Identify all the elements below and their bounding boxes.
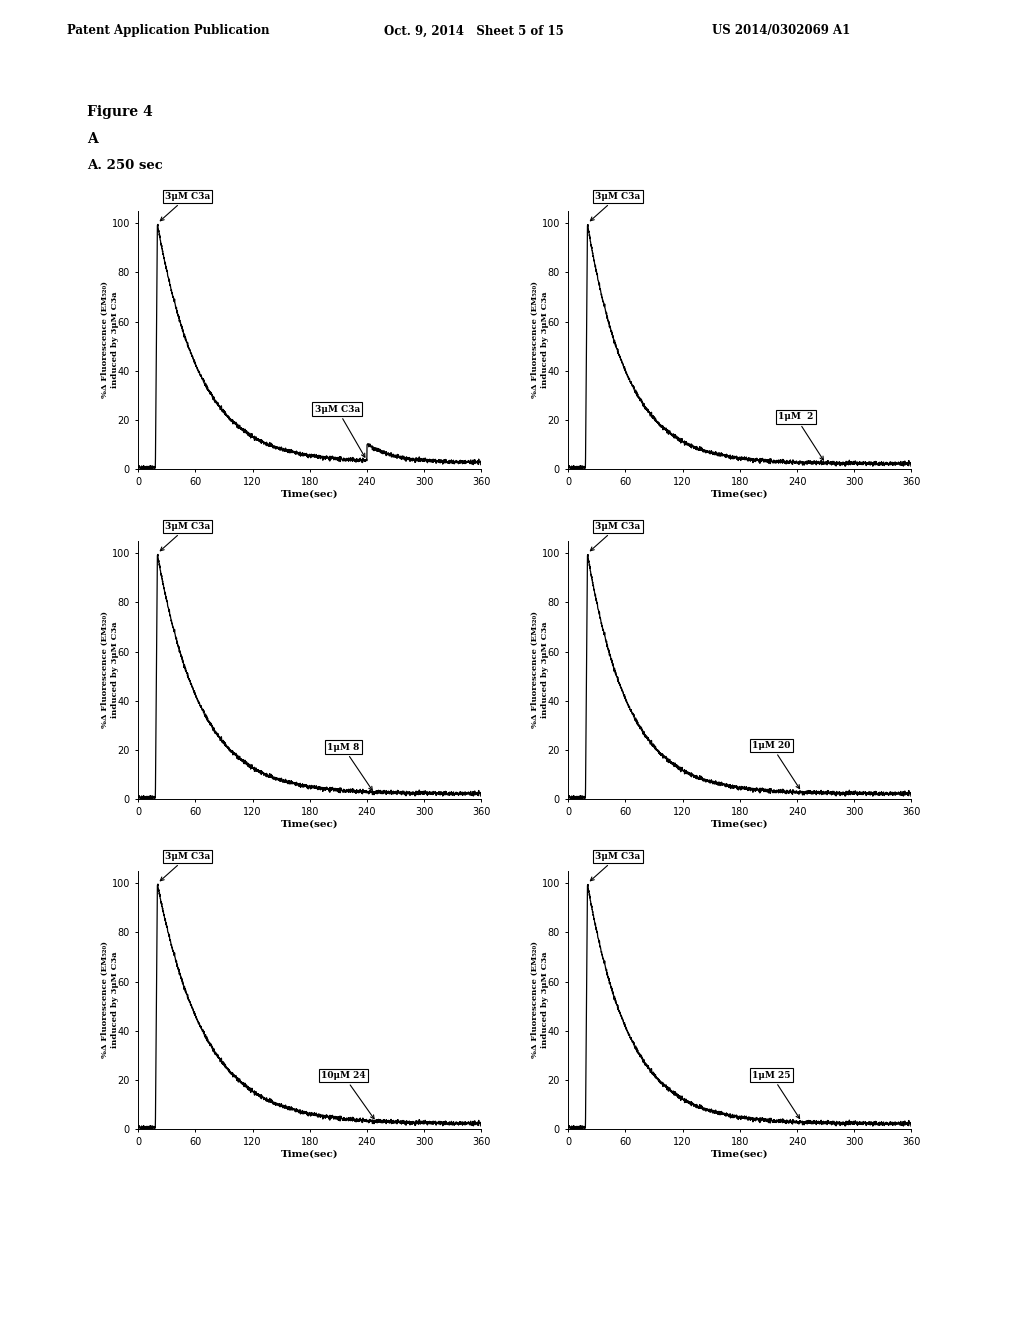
X-axis label: Time(sec): Time(sec)	[711, 820, 769, 829]
Text: 3μM C3a: 3μM C3a	[314, 405, 365, 457]
Text: A: A	[87, 132, 97, 145]
Text: 3μM C3a: 3μM C3a	[161, 191, 210, 220]
Text: Oct. 9, 2014   Sheet 5 of 15: Oct. 9, 2014 Sheet 5 of 15	[384, 24, 564, 37]
Text: 3μM C3a: 3μM C3a	[591, 851, 640, 880]
X-axis label: Time(sec): Time(sec)	[711, 490, 769, 499]
Text: A. 250 sec: A. 250 sec	[87, 158, 163, 172]
Text: 1μM 20: 1μM 20	[753, 741, 800, 788]
Text: 1μM 25: 1μM 25	[753, 1071, 800, 1118]
Text: US 2014/0302069 A1: US 2014/0302069 A1	[712, 24, 850, 37]
Text: 3μM C3a: 3μM C3a	[591, 191, 640, 220]
Y-axis label: %Δ Fluorescence (EM₅₂₀)
induced by 3μM C3a: %Δ Fluorescence (EM₅₂₀) induced by 3μM C…	[531, 611, 549, 729]
Text: 3μM C3a: 3μM C3a	[591, 521, 640, 550]
X-axis label: Time(sec): Time(sec)	[281, 1150, 339, 1159]
Y-axis label: %Δ Fluorescence (EM₅₂₀)
induced by 3μM C3a: %Δ Fluorescence (EM₅₂₀) induced by 3μM C…	[101, 941, 119, 1059]
Text: Figure 4: Figure 4	[87, 106, 153, 119]
Text: 3μM C3a: 3μM C3a	[161, 521, 210, 550]
Y-axis label: %Δ Fluorescence (EM₅₂₀)
induced by 3μM C3a: %Δ Fluorescence (EM₅₂₀) induced by 3μM C…	[531, 941, 549, 1059]
X-axis label: Time(sec): Time(sec)	[711, 1150, 769, 1159]
Text: Patent Application Publication: Patent Application Publication	[67, 24, 269, 37]
Text: 10μM 24: 10μM 24	[322, 1071, 374, 1119]
Y-axis label: %Δ Fluorescence (EM₅₂₀)
induced by 3μM C3a: %Δ Fluorescence (EM₅₂₀) induced by 3μM C…	[101, 611, 119, 729]
Text: 1μM 8: 1μM 8	[327, 743, 373, 791]
Text: 1μM  2: 1μM 2	[778, 412, 823, 461]
X-axis label: Time(sec): Time(sec)	[281, 820, 339, 829]
Text: 3μM C3a: 3μM C3a	[161, 851, 210, 880]
Y-axis label: %Δ Fluorescence (EM₅₂₀)
induced by 3μM C3a: %Δ Fluorescence (EM₅₂₀) induced by 3μM C…	[531, 281, 549, 399]
X-axis label: Time(sec): Time(sec)	[281, 490, 339, 499]
Y-axis label: %Δ Fluorescence (EM₅₂₀)
induced by 3μM C3a: %Δ Fluorescence (EM₅₂₀) induced by 3μM C…	[101, 281, 119, 399]
